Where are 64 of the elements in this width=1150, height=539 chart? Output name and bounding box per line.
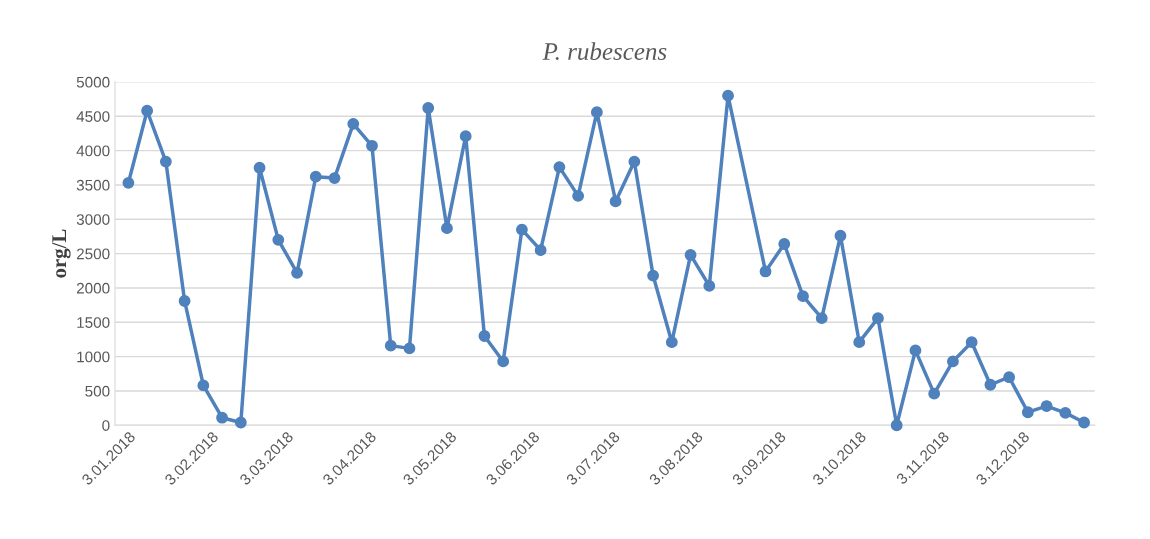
y-tick-label: 1500: [77, 317, 110, 328]
point: [441, 222, 453, 235]
point: [122, 176, 135, 189]
point: [422, 102, 435, 114]
point: [928, 387, 941, 400]
point: [909, 344, 922, 357]
point: [665, 336, 678, 349]
y-tick-label: 2500: [76, 248, 110, 260]
point: [328, 172, 341, 184]
point: [572, 190, 585, 202]
y-tick-label: 5000: [76, 76, 110, 88]
point: [291, 266, 303, 279]
y-tick-label: 1000: [77, 351, 110, 363]
point: [834, 229, 847, 242]
y-tick-label: 3500: [76, 179, 110, 191]
y-tick-label: 2000: [76, 282, 110, 294]
point: [1021, 406, 1034, 419]
point: [1003, 371, 1016, 384]
y-tick-label: 0: [102, 420, 110, 431]
point: [797, 290, 809, 303]
point: [553, 161, 566, 173]
point: [141, 104, 154, 117]
point: [216, 411, 228, 424]
point: [459, 130, 472, 143]
point: [253, 161, 266, 174]
point: [703, 279, 716, 292]
point: [984, 378, 997, 391]
point: [628, 155, 641, 168]
point: [778, 238, 791, 250]
point: [684, 249, 697, 261]
point: [347, 117, 360, 130]
point: [609, 195, 622, 208]
point: [853, 336, 866, 349]
point: [272, 233, 285, 246]
point: [872, 312, 884, 325]
point: [534, 244, 547, 257]
y-tick-label: 4000: [76, 145, 110, 157]
y-tick-label: 3000: [76, 214, 110, 225]
point: [403, 342, 416, 355]
point: [384, 339, 397, 352]
point: [1040, 400, 1053, 412]
y-tick-label: 500: [85, 385, 110, 397]
point: [159, 155, 172, 168]
point: [965, 336, 978, 349]
point: [366, 139, 378, 152]
point: [309, 170, 322, 183]
point: [197, 379, 210, 392]
point: [478, 330, 491, 342]
point: [759, 265, 772, 278]
point: [497, 355, 510, 368]
point: [516, 223, 528, 236]
point: [890, 419, 903, 432]
point: [1059, 407, 1072, 419]
chart-title: P. rubescens: [542, 42, 667, 61]
point: [234, 416, 247, 429]
point: [947, 355, 959, 368]
point: [590, 106, 603, 119]
point: [178, 295, 191, 307]
y-tick-label: 4500: [76, 111, 110, 122]
point: [1078, 416, 1090, 429]
point: [815, 312, 828, 325]
point: [647, 269, 659, 282]
y-axis-title: org/L: [52, 229, 71, 278]
point: [722, 89, 734, 102]
